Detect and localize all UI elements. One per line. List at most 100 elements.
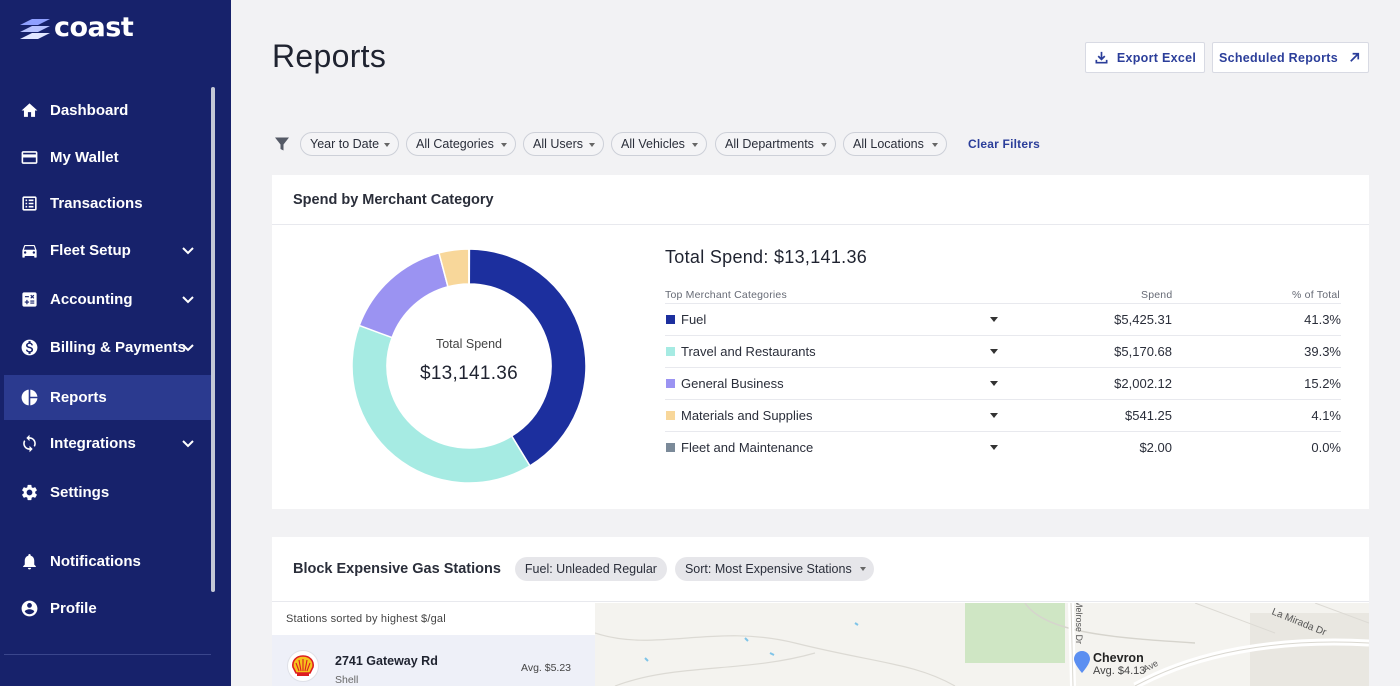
category-swatch [666,379,675,388]
clear-filters-link[interactable]: Clear Filters [968,137,1040,151]
donut-slice-general-business[interactable] [358,252,449,339]
chevron-down-icon [181,340,195,354]
category-spend: $2.00 [1139,440,1172,455]
sidebar-item-label: Notifications [50,553,141,570]
map-street-melrose: Melrose Dr [1074,603,1085,645]
categories-filter-dropdown[interactable]: All Categories [406,132,516,156]
date-filter-dropdown[interactable]: Year to Date [300,132,399,156]
category-expand-icon[interactable] [990,317,998,322]
sync-icon [19,434,39,454]
category-expand-icon[interactable] [990,349,998,354]
category-pct: 0.0% [1311,440,1341,455]
fuel-type-pill[interactable]: Fuel: Unleaded Regular [514,557,667,581]
export-excel-button[interactable]: Export Excel [1085,42,1205,73]
sort-dropdown[interactable]: Sort: Most Expensive Stations [674,557,874,581]
category-pct: 39.3% [1304,344,1341,359]
sidebar-item-dashboard[interactable]: Dashboard [4,88,211,133]
page-title: Reports [272,38,387,74]
category-expand-icon[interactable] [990,445,998,450]
category-row: Fuel $5,425.31 41.3% [665,303,1341,335]
wallet-icon [19,148,39,168]
map-pin-icon[interactable] [1074,651,1090,673]
pie-chart-icon [19,388,39,408]
donut-slice-travel-and-restaurants[interactable] [351,324,531,484]
category-pct: 4.1% [1311,408,1341,423]
sidebar-item-label: Dashboard [50,102,129,119]
sidebar-item-my-wallet[interactable]: My Wallet [4,135,211,180]
sidebar-item-billing-payments[interactable]: Billing & Payments [4,325,211,370]
card-title: Spend by Merchant Category [272,175,1369,225]
category-swatch [666,347,675,356]
col-header-pct: % of Total [1292,289,1340,301]
sidebar-item-label: Accounting [50,291,133,308]
sidebar-item-profile[interactable]: Profile [4,586,211,631]
donut-slice-fleet-and-maintenance[interactable] [468,248,471,285]
sidebar-item-accounting[interactable]: Accounting [4,277,211,322]
shell-logo-icon [287,650,319,682]
sidebar: coast Dashboard My Wallet Transactions F… [0,0,231,686]
caret-down-icon [384,143,390,147]
sidebar-item-settings[interactable]: Settings [4,470,211,515]
col-header-spend: Spend [1141,289,1173,301]
category-spend: $541.25 [1125,408,1172,423]
station-address: 2741 Gateway Rd [335,654,438,668]
sidebar-item-integrations[interactable]: Integrations [4,421,211,466]
category-name: General Business [681,376,784,391]
date-filter-value: Year to Date [310,137,380,151]
vehicles-filter-value: All Vehicles [621,137,685,151]
map-station-avg: Avg. $4.13 [1093,665,1146,677]
gear-icon [19,483,39,503]
sidebar-item-fleet-setup[interactable]: Fleet Setup [4,228,211,273]
chevron-down-icon [181,292,195,306]
caret-down-icon [692,143,698,147]
sidebar-item-transactions[interactable]: Transactions [4,181,211,226]
caret-down-icon [859,567,866,571]
card-title: Block Expensive Gas Stations [293,561,501,577]
map-station-name: Chevron [1093,651,1144,665]
sidebar-item-label: Profile [50,600,97,617]
export-excel-label: Export Excel [1116,50,1197,65]
scheduled-reports-label: Scheduled Reports [1218,50,1338,65]
block-gas-stations-card: Block Expensive Gas Stations Fuel: Unlea… [272,537,1369,686]
total-spend-heading: Total Spend: $13,141.36 [665,247,868,267]
category-swatch [666,411,675,420]
sort-label: Sort: Most Expensive Stations [684,562,852,576]
category-pct: 15.2% [1304,376,1341,391]
station-avg-price: Avg. $5.23 [521,662,572,674]
departments-filter-dropdown[interactable]: All Departments [715,132,836,156]
receipt-icon [19,194,39,214]
users-filter-dropdown[interactable]: All Users [523,132,604,156]
departments-filter-value: All Departments [725,137,814,151]
station-list-item[interactable]: 2741 Gateway Rd Shell Avg. $5.23 [272,635,595,686]
category-name: Fuel [681,312,707,327]
sidebar-item-label: My Wallet [50,149,119,166]
bell-icon [19,552,39,572]
category-expand-icon[interactable] [990,413,998,418]
vehicles-filter-dropdown[interactable]: All Vehicles [611,132,707,156]
filter-icon [274,136,290,152]
stations-map[interactable]: Chevron Avg. $4.13 La Mirada Dr Melrose … [595,603,1369,686]
home-icon [19,101,39,121]
donut-slice-fuel[interactable] [468,248,587,467]
sidebar-item-label: Transactions [50,195,143,212]
category-name: Materials and Supplies [681,408,813,423]
users-filter-value: All Users [533,137,584,151]
sidebar-item-notifications[interactable]: Notifications [4,539,211,584]
scheduled-reports-button[interactable]: Scheduled Reports [1212,42,1369,73]
download-icon [1094,50,1109,65]
brand-name: coast [54,12,134,43]
category-row: General Business $2,002.12 15.2% [665,367,1341,399]
coast-logo-icon [20,19,50,39]
car-icon [19,241,39,261]
category-name: Travel and Restaurants [681,344,816,359]
sidebar-item-reports[interactable]: Reports [4,375,211,420]
locations-filter-dropdown[interactable]: All Locations [843,132,947,156]
sidebar-item-label: Reports [50,389,107,406]
caret-down-icon [932,143,938,147]
category-spend: $5,170.68 [1114,344,1172,359]
col-header-category: Top Merchant Categories [665,289,787,301]
brand-logo[interactable]: coast [18,12,134,43]
sidebar-scrollbar[interactable] [211,87,215,592]
category-expand-icon[interactable] [990,381,998,386]
sidebar-item-label: Billing & Payments [50,339,186,356]
